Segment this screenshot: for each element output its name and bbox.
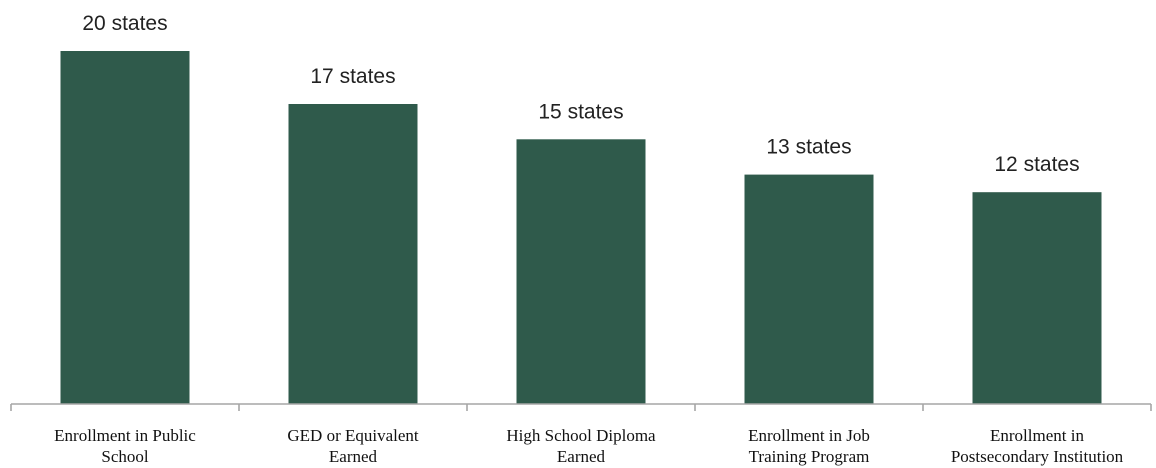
x-tick-label-5: Enrollment in Postsecondary Institution — [951, 426, 1124, 466]
bar-4 — [744, 174, 874, 404]
data-label-2: 17 states — [310, 65, 395, 88]
x-tick-label-2: GED or Equivalent Earned — [287, 426, 419, 466]
x-tick-label-line: Earned — [557, 447, 606, 466]
x-tick-label-4: Enrollment in Job Training Program — [748, 426, 870, 466]
x-tick-label-line: Enrollment in Job — [748, 426, 870, 445]
bars-layer — [60, 51, 1102, 405]
x-tick-label-line: Earned — [329, 447, 378, 466]
x-tick-label-line: School — [101, 447, 149, 466]
x-tick-label-line: Postsecondary Institution — [951, 447, 1124, 466]
x-tick-label-line: Training Program — [749, 447, 870, 466]
data-labels-layer: 20 states 17 states 15 states 13 states 12 s… — [82, 12, 1079, 176]
x-tick-labels-layer: Enrollment in Public School GED or Equival… — [54, 426, 1123, 466]
x-tick-label-1: Enrollment in Public School — [54, 426, 196, 466]
bar-1 — [60, 51, 190, 404]
data-label-5: 12 states — [994, 153, 1079, 176]
x-tick-label-line: Enrollment in Public — [54, 426, 196, 445]
bar-5 — [972, 192, 1102, 404]
data-label-3: 15 states — [538, 100, 623, 123]
data-label-4: 13 states — [766, 136, 851, 159]
data-label-1: 20 states — [82, 12, 167, 35]
x-axis — [10, 403, 1152, 411]
x-tick-label-line: GED or Equivalent — [287, 426, 419, 445]
x-tick-label-line: High School Diploma — [506, 426, 656, 445]
bar-3 — [516, 139, 646, 405]
x-tick-label-3: High School Diploma Earned — [506, 426, 656, 466]
x-tick-label-line: Enrollment in — [990, 426, 1084, 445]
bar-2 — [288, 104, 418, 404]
